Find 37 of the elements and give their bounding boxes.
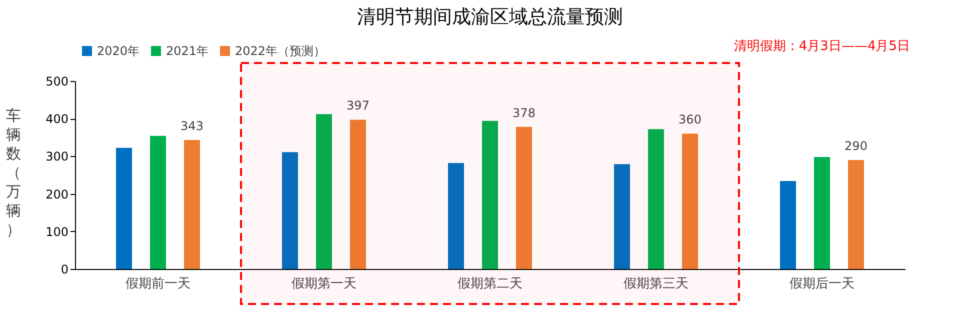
data-label: 343: [180, 119, 204, 134]
chart-title: 清明节期间成渝区域总流量预测: [357, 6, 623, 28]
bar: [516, 126, 532, 269]
bar: [780, 181, 796, 269]
x-tick-label: 假期第三天: [624, 276, 688, 292]
bar: [648, 129, 664, 269]
bar: [184, 140, 200, 269]
bar: [448, 162, 464, 269]
x-tick-label: 假期第一天: [292, 276, 356, 292]
bar: [614, 164, 630, 269]
bar: [848, 160, 864, 269]
bar: [682, 134, 698, 269]
y-tick-label: 0: [60, 262, 68, 276]
legend-label: 2021年: [166, 44, 209, 58]
y-tick-label: 200: [46, 187, 68, 202]
bar: [350, 120, 366, 269]
band-label: 清明假期：4月3日——4月5日: [734, 39, 910, 54]
data-label: 360: [678, 112, 702, 127]
y-tick-label: 500: [46, 74, 68, 88]
x-tick-label: 假期后一天: [790, 276, 854, 292]
bar: [814, 156, 830, 269]
x-tick-label: 假期第二天: [458, 276, 522, 292]
data-label: 378: [512, 106, 536, 120]
data-label: 397: [346, 98, 370, 113]
legend-label: 2020年: [97, 44, 140, 58]
bar: [482, 120, 498, 269]
legend-label: 2022年（预测）: [235, 44, 326, 58]
bar: [150, 136, 166, 269]
bar: [116, 148, 132, 269]
bar: [282, 152, 298, 269]
bar: [316, 114, 332, 269]
y-axis-title: 车辆数（万辆）: [6, 106, 21, 238]
x-tick-label: 假期前一天: [126, 276, 190, 292]
data-label: 290: [844, 138, 868, 153]
y-tick-label: 300: [46, 150, 68, 164]
y-tick-label: 400: [46, 112, 68, 126]
y-tick-label: 100: [46, 224, 68, 239]
